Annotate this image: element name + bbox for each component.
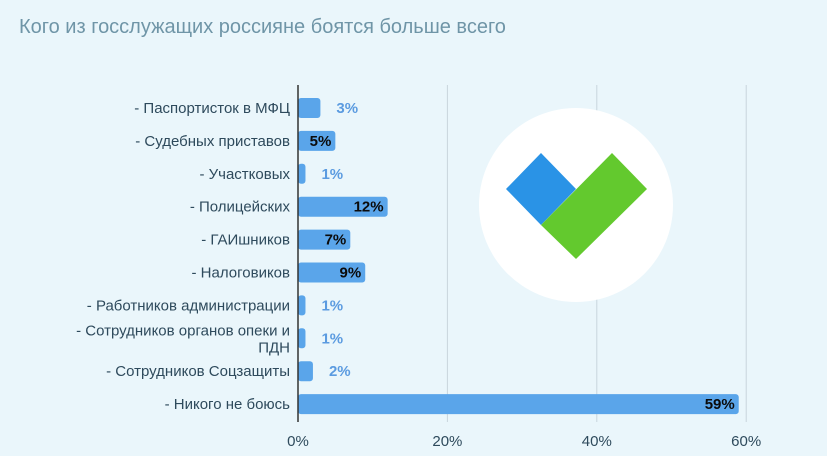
category-label: - Налоговиков	[192, 265, 291, 282]
x-tick-label: 20%	[432, 433, 462, 450]
x-tick-labels: 0% 20% 40% 60%	[287, 433, 761, 450]
x-tick-label: 40%	[582, 433, 612, 450]
bar	[298, 163, 306, 184]
bar	[298, 229, 351, 250]
category-label: - Никого не боюсь	[165, 396, 291, 413]
value-label: 7%	[325, 232, 347, 249]
logo-green-check	[541, 153, 647, 259]
value-label: 12%	[354, 199, 384, 216]
value-label: 9%	[340, 265, 362, 282]
bar	[298, 98, 321, 118]
value-label: 1%	[321, 166, 343, 183]
value-label: 1%	[321, 330, 343, 347]
category-label-cont: ПДН	[258, 339, 290, 356]
x-tick-label: 0%	[287, 433, 309, 450]
value-label: 59%	[705, 396, 735, 413]
category-label: - Паспортисток в МФЦ	[134, 100, 290, 117]
x-tick-label: 60%	[731, 433, 761, 450]
value-label: 5%	[310, 133, 332, 150]
chart-title: Кого из госслужащих россияне боятся боль…	[19, 16, 506, 38]
value-labels: 3%5% 1% 12% 7% 9% 1% 1% 2% 59%	[310, 100, 735, 413]
bars	[298, 98, 739, 415]
category-labels: - Паспортисток в МФЦ - Судебных приставов…	[76, 100, 290, 413]
category-label: - Сотрудников Соцзащиты	[106, 363, 290, 380]
category-label: - ГАИшников	[201, 232, 290, 249]
bar	[298, 394, 739, 415]
bar	[298, 130, 336, 151]
value-label: 1%	[321, 297, 343, 314]
value-label: 3%	[336, 100, 358, 117]
bar	[298, 295, 306, 316]
category-label: - Работников администрации	[87, 297, 290, 314]
bar	[298, 328, 306, 349]
category-label: - Судебных приставов	[135, 133, 290, 150]
category-label: - Сотрудников органов опеки и	[76, 322, 290, 339]
bar	[298, 262, 366, 283]
heart-check-logo	[479, 108, 673, 302]
category-label: - Полицейских	[190, 199, 291, 216]
value-label: 2%	[329, 363, 351, 380]
bar	[298, 196, 388, 217]
logo-blue-square	[506, 153, 576, 225]
bar	[298, 361, 313, 382]
category-label: - Участковых	[199, 166, 290, 183]
